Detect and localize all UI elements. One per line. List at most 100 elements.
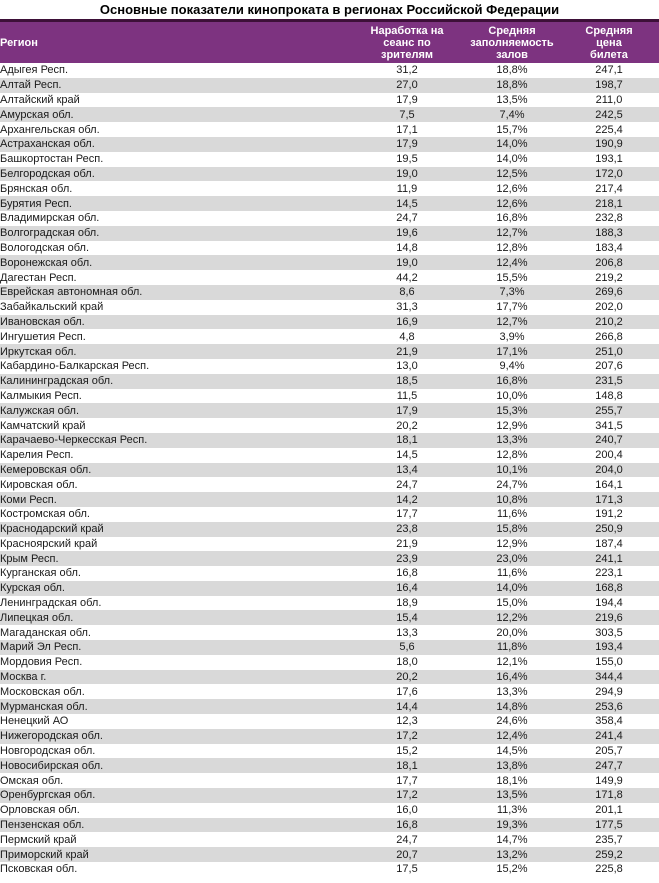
value-cell: 232,8 — [595, 212, 623, 225]
region-cell: Карачаево-Черкесская Респ. — [0, 434, 148, 447]
region-cell: Дагестан Респ. — [0, 271, 77, 284]
value-cell: 18,1% — [496, 774, 528, 787]
row-spacer — [640, 285, 659, 300]
row-spacer — [640, 241, 659, 256]
region-cell: Владимирская обл. — [0, 212, 100, 225]
value-cell: 7,4% — [499, 108, 525, 121]
value-cell: 11,5 — [396, 389, 418, 402]
region-cell: Алтай Респ. — [0, 79, 62, 92]
value-cell: 17,2 — [396, 789, 418, 802]
value-cell: 198,7 — [595, 79, 623, 92]
value-cell: 9,4% — [499, 360, 525, 373]
row-spacer — [640, 551, 659, 566]
table-row: Владимирская обл. 24,7 16,8% 232,8 — [0, 211, 659, 226]
table-row: Бурятия Респ. 14,5 12,6% 218,1 — [0, 196, 659, 211]
row-spacer — [640, 477, 659, 492]
region-cell: Пензенская обл. — [0, 819, 85, 832]
value-cell: 13,8% — [496, 759, 528, 772]
region-cell: Краснодарский край — [0, 523, 104, 536]
region-cell: Еврейская автономная обл. — [0, 286, 143, 299]
table-row: Москва г. 20,2 16,4% 344,4 — [0, 669, 659, 685]
value-cell: 358,4 — [595, 715, 623, 728]
row-spacer — [640, 655, 659, 670]
value-cell: 16,0 — [396, 804, 418, 817]
value-cell: 13,5% — [496, 789, 528, 802]
page-title: Основные показатели кинопроката в регион… — [99, 2, 560, 17]
column-header-average-ticket-price: Средняя цена билета — [578, 19, 640, 63]
region-cell: Брянская обл. — [0, 182, 73, 195]
row-spacer — [640, 773, 659, 788]
region-cell: Карелия Респ. — [0, 449, 74, 462]
table-row: Белгородская обл. 19,0 12,5% 172,0 — [0, 166, 659, 182]
region-cell: Камчатский край — [0, 419, 86, 432]
value-cell: 201,1 — [595, 804, 623, 817]
region-cell: Магаданская обл. — [0, 626, 91, 639]
value-cell: 247,7 — [595, 759, 623, 772]
value-cell: 303,5 — [595, 626, 623, 639]
row-spacer — [640, 640, 659, 655]
value-cell: 12,7% — [496, 315, 528, 328]
region-cell: Марий Эл Респ. — [0, 641, 82, 654]
value-cell: 11,3% — [496, 804, 528, 817]
row-spacer — [640, 803, 659, 818]
row-spacer — [640, 211, 659, 226]
table-row: Курганская обл. 16,8 11,6% 223,1 — [0, 566, 659, 581]
row-spacer — [640, 684, 659, 699]
row-spacer — [640, 93, 659, 108]
region-cell: Мордовия Респ. — [0, 656, 83, 669]
row-spacer — [640, 418, 659, 433]
table-row: Кемеровская обл. 13,4 10,1% 204,0 — [0, 462, 659, 478]
value-cell: 200,4 — [595, 449, 623, 462]
region-cell: Кировская обл. — [0, 478, 78, 491]
table-row: Волгоградская обл. 19,6 12,7% 188,3 — [0, 225, 659, 241]
table-row: Амурская обл. 7,5 7,4% 242,5 — [0, 107, 659, 123]
table-row: Орловская обл. 16,0 11,3% 201,1 — [0, 803, 659, 818]
row-spacer — [640, 152, 659, 167]
value-cell: 13,3% — [496, 685, 528, 698]
row-spacer — [640, 270, 659, 285]
value-cell: 19,3% — [496, 819, 528, 832]
row-spacer — [640, 537, 659, 552]
region-cell: Ленинградская обл. — [0, 597, 102, 610]
region-cell: Белгородская обл. — [0, 167, 95, 180]
region-cell: Калужская обл. — [0, 404, 80, 417]
value-cell: 20,7 — [396, 848, 418, 861]
region-cell: Адыгея Респ. — [0, 64, 69, 77]
value-cell: 171,8 — [595, 789, 623, 802]
value-cell: 172,0 — [595, 167, 623, 180]
value-cell: 14,0% — [496, 582, 528, 595]
value-cell: 17,7% — [496, 301, 528, 314]
value-cell: 19,0 — [396, 167, 418, 180]
row-spacer — [640, 300, 659, 315]
row-spacer — [640, 137, 659, 152]
row-spacer — [640, 122, 659, 137]
region-cell: Ингушетия Респ. — [0, 330, 86, 343]
value-cell: 12,6% — [496, 182, 528, 195]
value-cell: 12,7% — [496, 227, 528, 240]
table-row: Калужская обл. 17,9 15,3% 255,7 — [0, 403, 659, 419]
value-cell: 193,1 — [595, 153, 623, 166]
value-cell: 211,0 — [595, 93, 623, 106]
region-cell: Красноярский край — [0, 537, 98, 550]
row-spacer — [640, 78, 659, 93]
value-cell: 225,4 — [595, 123, 623, 136]
table-row: Коми Респ. 14,2 10,8% 171,3 — [0, 492, 659, 507]
value-cell: 17,9 — [396, 93, 418, 106]
table-row: Карелия Респ. 14,5 12,8% 200,4 — [0, 448, 659, 463]
value-cell: 12,9% — [496, 537, 528, 550]
value-cell: 16,4 — [396, 582, 418, 595]
region-cell: Курская обл. — [0, 582, 65, 595]
region-cell: Ивановская обл. — [0, 315, 85, 328]
table-row: Московская обл. 17,6 13,3% 294,9 — [0, 684, 659, 699]
value-cell: 269,6 — [595, 286, 623, 299]
region-cell: Забайкальский край — [0, 301, 104, 314]
table-row: Калмыкия Респ. 11,5 10,0% 148,8 — [0, 389, 659, 404]
value-cell: 223,1 — [595, 567, 623, 580]
value-cell: 17,1 — [396, 123, 418, 136]
table-row: Пензенская обл. 16,8 19,3% 177,5 — [0, 817, 659, 833]
value-cell: 12,3 — [396, 715, 418, 728]
value-cell: 225,8 — [595, 863, 623, 876]
value-cell: 16,8% — [496, 375, 528, 388]
region-cell: Ненецкий АО — [0, 715, 69, 728]
table-row: Дагестан Респ. 44,2 15,5% 219,2 — [0, 270, 659, 285]
